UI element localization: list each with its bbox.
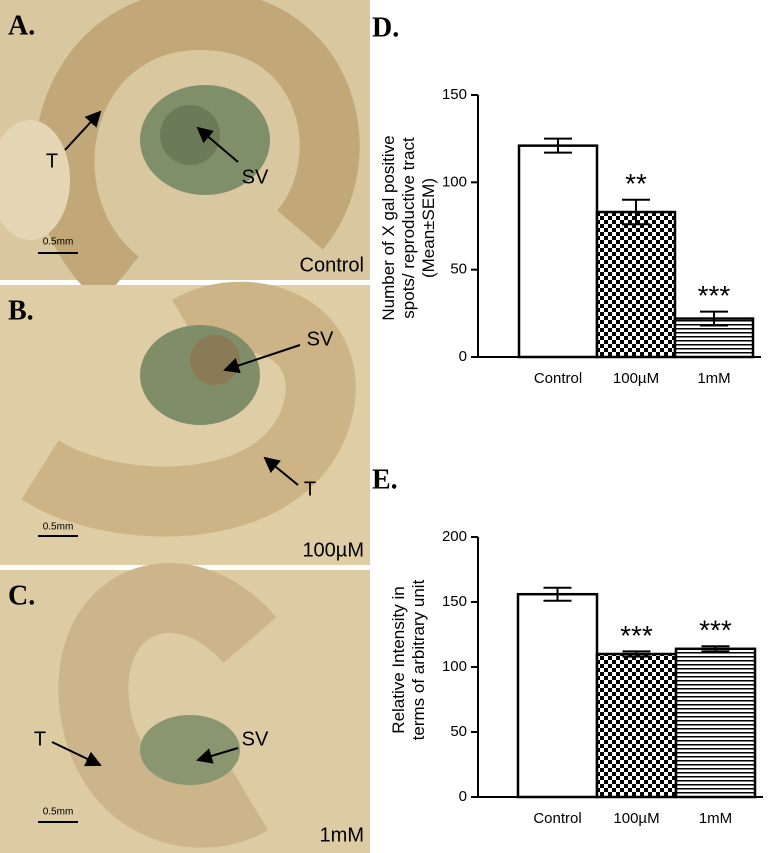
y-tick-label: 150 (442, 593, 467, 610)
x-tick-label: 100µM (613, 370, 659, 387)
y-tick-label: 0 (459, 788, 467, 805)
y-axis-label-line: Number of X gal positive (379, 135, 398, 320)
panel-label: A. (8, 10, 35, 41)
y-axis-label-line: Relative Intensity in (389, 586, 408, 733)
scale-label: 0.5mm (43, 807, 74, 818)
structure-label: T (34, 728, 46, 750)
x-tick-label: 1mM (697, 370, 730, 387)
y-tick-label: 50 (450, 723, 467, 740)
panel-label: B. (8, 295, 34, 326)
structure-label: SV (242, 166, 269, 188)
significance: *** (699, 615, 732, 646)
y-axis-label: Relative Intensity interms of arbitrary … (389, 579, 428, 740)
y-axis-label-line: (Mean±SEM) (419, 178, 438, 278)
condition-label: Control (300, 254, 364, 276)
significance: *** (620, 620, 653, 651)
structure-label: T (304, 478, 316, 500)
y-tick-label: 50 (450, 261, 467, 278)
structure-label: SV (307, 328, 334, 350)
y-axis-label-line: terms of arbitrary unit (409, 579, 428, 740)
significance: *** (698, 280, 731, 311)
y-tick-label: 100 (442, 658, 467, 675)
x-tick-label: 1mM (699, 810, 732, 827)
y-tick-label: 200 (442, 528, 467, 545)
x-tick-label: Control (533, 810, 581, 827)
y-tick-label: 100 (442, 173, 467, 190)
panel-label: E. (372, 464, 398, 495)
condition-label: 100µM (302, 539, 364, 561)
bar (517, 144, 599, 359)
bar (595, 210, 677, 359)
photo-b (0, 281, 370, 565)
panel-label: C. (8, 580, 35, 611)
y-tick-label: 150 (442, 86, 467, 103)
x-tick-label: Control (534, 370, 582, 387)
photo-a (0, 0, 370, 304)
y-axis-label: Number of X gal positivespots/ reproduct… (379, 135, 438, 320)
structure-label: SV (242, 728, 269, 750)
y-tick-label: 0 (459, 348, 467, 365)
scale-label: 0.5mm (43, 522, 74, 533)
scale-label: 0.5mm (43, 237, 74, 248)
photo-c (0, 562, 370, 853)
bar (595, 652, 678, 799)
bar (516, 592, 599, 799)
y-axis-label-line: spots/ reproductive tract (399, 137, 418, 319)
condition-label: 1mM (320, 824, 364, 846)
significance: ** (625, 168, 647, 199)
panel-label: D. (372, 12, 399, 43)
x-tick-label: 100µM (613, 810, 659, 827)
structure-label: T (46, 150, 58, 172)
bar (674, 647, 757, 799)
